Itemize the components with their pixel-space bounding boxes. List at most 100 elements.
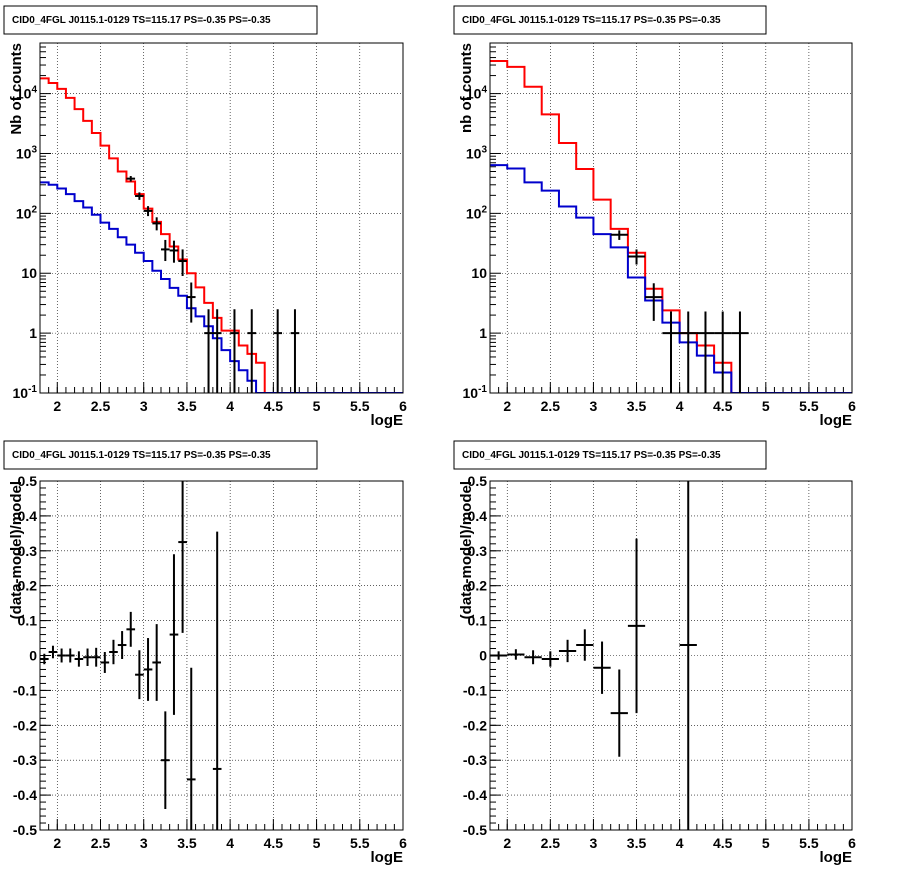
y-tick-label: 0.2 xyxy=(468,578,488,594)
plot-data xyxy=(40,481,222,830)
x-tick-label: 3.5 xyxy=(177,398,197,414)
x-tick-label: 2 xyxy=(503,835,511,851)
series-2-step-line xyxy=(40,181,403,393)
x-tick-label: 2 xyxy=(53,398,61,414)
y-tick-label: -0.3 xyxy=(463,752,487,768)
x-tick-label: 5.5 xyxy=(350,398,370,414)
chart-panel-2: CID0_4FGL J0115.1-0129 TS=115.17 PS=-0.3… xyxy=(453,5,856,429)
x-tick-label: 6 xyxy=(399,835,407,851)
x-tick-label: 2.5 xyxy=(541,835,561,851)
x-tick-label: 3.5 xyxy=(627,398,647,414)
y-axis-label: (data-model)/model xyxy=(458,481,475,619)
x-tick-label: 4.5 xyxy=(713,835,733,851)
x-tick-label: 4 xyxy=(676,398,684,414)
x-tick-label: 4.5 xyxy=(264,398,284,414)
y-tick-label: 1 xyxy=(479,325,487,341)
plot-frame xyxy=(39,480,404,831)
x-tick-label: 5.5 xyxy=(799,835,819,851)
chart-title: CID0_4FGL J0115.1-0129 TS=115.17 PS=-0.3… xyxy=(462,450,721,461)
x-tick-label: 2 xyxy=(53,835,61,851)
y-tick-label: 103 xyxy=(16,144,38,161)
x-tick-label: 5.5 xyxy=(350,835,370,851)
chart-panel-3: CID0_4FGL J0115.1-0129 TS=115.17 PS=-0.3… xyxy=(3,440,407,866)
x-tick-label: 5 xyxy=(762,398,770,414)
x-tick-label: 3 xyxy=(590,398,598,414)
title-box xyxy=(453,5,767,35)
title-box xyxy=(3,5,318,35)
x-tick-label: 6 xyxy=(848,398,856,414)
x-tick-label: 3 xyxy=(140,835,148,851)
chart-title: CID0_4FGL J0115.1-0129 TS=115.17 PS=-0.3… xyxy=(12,15,271,26)
y-tick-label: -0.5 xyxy=(13,822,37,838)
y-tick-label: -0.4 xyxy=(463,787,487,803)
y-tick-label: 0.5 xyxy=(468,473,488,489)
y-tick-label: -0.2 xyxy=(13,717,37,733)
y-tick-label: 10-1 xyxy=(13,384,38,401)
y-tick-label: -0.5 xyxy=(463,822,487,838)
series-2-step-line xyxy=(490,164,852,393)
x-tick-label: 5 xyxy=(313,398,321,414)
y-tick-label: 10 xyxy=(21,265,37,281)
y-tick-label: -0.2 xyxy=(463,717,487,733)
y-tick-label: 102 xyxy=(466,204,488,221)
x-tick-label: 3.5 xyxy=(627,835,647,851)
y-tick-label: 104 xyxy=(16,85,38,102)
x-tick-label: 5 xyxy=(762,835,770,851)
x-tick-label: 2 xyxy=(503,398,511,414)
x-tick-label: 4 xyxy=(676,835,684,851)
y-tick-label: 102 xyxy=(16,204,38,221)
x-tick-label: 4 xyxy=(226,398,234,414)
title-box xyxy=(453,440,767,470)
y-tick-label: 10 xyxy=(471,265,487,281)
y-axis-label: (data-model)/model xyxy=(8,481,25,619)
chart-title: CID0_4FGL J0115.1-0129 TS=115.17 PS=-0.3… xyxy=(462,15,721,26)
y-tick-label: 103 xyxy=(466,144,488,161)
x-tick-label: 6 xyxy=(399,398,407,414)
y-tick-label: -0.3 xyxy=(13,752,37,768)
x-tick-label: 3 xyxy=(590,835,598,851)
y-tick-label: 0.4 xyxy=(18,508,38,524)
chart-panel-4: CID0_4FGL J0115.1-0129 TS=115.17 PS=-0.3… xyxy=(453,440,856,866)
x-tick-label: 6 xyxy=(848,835,856,851)
y-tick-label: 0 xyxy=(479,648,487,664)
y-tick-label: 104 xyxy=(466,85,488,102)
y-tick-label: 0 xyxy=(29,648,37,664)
x-tick-label: 4.5 xyxy=(264,835,284,851)
x-tick-label: 5 xyxy=(313,835,321,851)
plot-frame xyxy=(489,42,853,394)
x-tick-label: 5.5 xyxy=(799,398,819,414)
y-tick-label: 0.2 xyxy=(18,578,38,594)
plot-data xyxy=(40,77,403,393)
plot-data xyxy=(490,481,697,830)
y-tick-label: 0.3 xyxy=(18,543,38,559)
y-tick-label: -0.1 xyxy=(13,682,37,698)
chart-title: CID0_4FGL J0115.1-0129 TS=115.17 PS=-0.3… xyxy=(12,450,271,461)
y-axis-label: Nb of counts xyxy=(8,43,25,135)
plot-frame xyxy=(39,42,404,394)
x-tick-label: 4 xyxy=(226,835,234,851)
series-1-step-line xyxy=(40,77,403,393)
y-tick-label: -0.4 xyxy=(13,787,37,803)
x-tick-label: 3 xyxy=(140,398,148,414)
y-axis-label: nb of counts xyxy=(458,43,475,133)
y-tick-label: 10-1 xyxy=(463,384,488,401)
x-axis-label: logE xyxy=(820,412,853,429)
x-tick-label: 2.5 xyxy=(541,398,561,414)
x-tick-label: 2.5 xyxy=(91,398,111,414)
x-tick-label: 4.5 xyxy=(713,398,733,414)
plot-data xyxy=(490,60,852,393)
x-axis-label: logE xyxy=(820,849,853,866)
y-tick-label: 0.4 xyxy=(468,508,488,524)
x-tick-label: 3.5 xyxy=(177,835,197,851)
chart-panel-1: CID0_4FGL J0115.1-0129 TS=115.17 PS=-0.3… xyxy=(3,5,407,429)
plot-frame xyxy=(489,480,853,831)
y-tick-label: 0.1 xyxy=(468,613,488,629)
x-axis-label: logE xyxy=(371,412,404,429)
y-tick-label: 0.3 xyxy=(468,543,488,559)
x-axis-label: logE xyxy=(371,849,404,866)
y-tick-label: 1 xyxy=(29,325,37,341)
y-tick-label: 0.5 xyxy=(18,473,38,489)
y-tick-label: 0.1 xyxy=(18,613,38,629)
series-1-step-line xyxy=(490,60,852,393)
